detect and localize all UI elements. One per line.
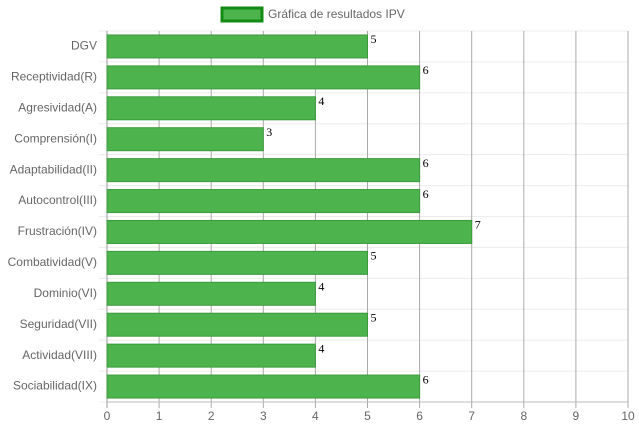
- bar: [106, 96, 316, 121]
- value-label: 6: [423, 187, 429, 201]
- bar: [106, 189, 421, 214]
- bar: [106, 250, 368, 275]
- x-tick-label: 0: [104, 409, 111, 423]
- y-tick-label: Combatividad(V): [8, 255, 97, 269]
- x-tick-label: 8: [520, 409, 527, 423]
- y-tick-label: Agresividad(A): [18, 100, 97, 114]
- x-tick-label: 9: [573, 409, 580, 423]
- y-tick-label: Receptividad(R): [11, 70, 97, 84]
- bar: [106, 158, 421, 183]
- y-tick-label: Adaptabilidad(II): [10, 162, 97, 176]
- x-tick-label: 2: [208, 409, 215, 423]
- y-tick-label: Comprensión(I): [14, 131, 97, 145]
- bar: [106, 127, 264, 152]
- bar: [106, 281, 316, 306]
- value-label: 7: [475, 218, 481, 232]
- value-label: 4: [318, 341, 324, 355]
- bar: [106, 374, 421, 399]
- value-label: 6: [423, 63, 429, 77]
- y-tick-label: DGV: [71, 39, 97, 53]
- y-tick-label: Dominio(VI): [34, 286, 97, 300]
- y-tick-label: Sociabilidad(IX): [13, 379, 97, 393]
- y-tick-label: Seguridad(VII): [20, 317, 97, 331]
- value-label: 3: [266, 125, 272, 139]
- value-label: 6: [423, 156, 429, 170]
- value-label: 4: [318, 280, 324, 294]
- bar: [106, 219, 473, 244]
- x-tick-label: 10: [621, 409, 635, 423]
- value-label: 5: [371, 249, 377, 263]
- legend-label: Gráfica de resultados IPV: [268, 7, 405, 21]
- bar: [106, 343, 316, 368]
- legend-swatch: [220, 6, 264, 23]
- bar: [106, 312, 368, 337]
- y-tick-label: Frustración(IV): [18, 224, 97, 238]
- bar: [106, 34, 368, 59]
- x-tick-label: 6: [416, 409, 423, 423]
- x-tick-label: 3: [260, 409, 267, 423]
- bar: [106, 65, 421, 90]
- value-label: 4: [318, 94, 324, 108]
- y-tick-label: Autocontrol(III): [18, 193, 97, 207]
- x-tick-label: 1: [156, 409, 163, 423]
- x-tick-label: 7: [468, 409, 475, 423]
- x-tick-label: 5: [364, 409, 371, 423]
- value-label: 5: [371, 310, 377, 324]
- value-label: 6: [423, 372, 429, 386]
- y-tick-label: Actividad(VIII): [22, 348, 97, 362]
- value-label: 5: [371, 32, 377, 46]
- x-tick-label: 4: [312, 409, 319, 423]
